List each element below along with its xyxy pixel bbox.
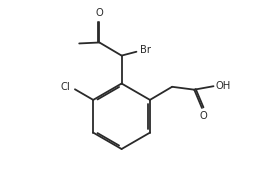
Text: Br: Br: [140, 45, 151, 55]
Text: O: O: [96, 8, 103, 18]
Text: OH: OH: [215, 81, 231, 91]
Text: Cl: Cl: [60, 82, 70, 92]
Text: O: O: [199, 111, 207, 121]
